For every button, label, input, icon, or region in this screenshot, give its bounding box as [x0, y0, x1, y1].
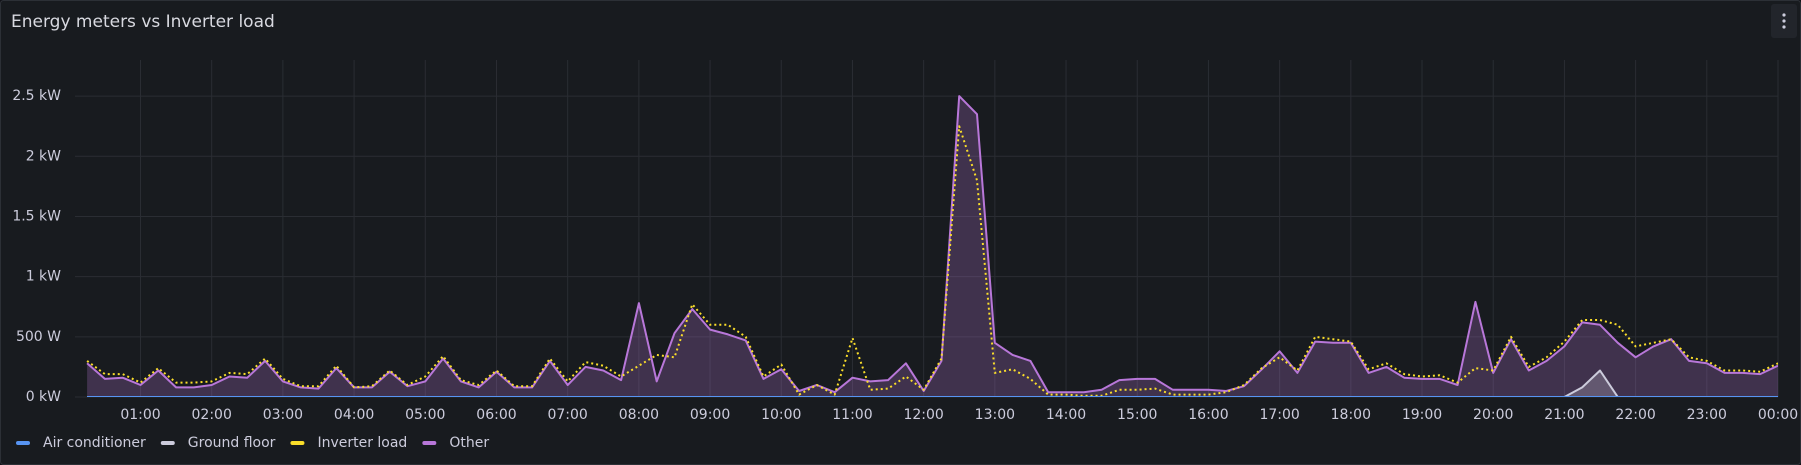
legend-label: Ground floor	[188, 435, 276, 451]
legend-label: Other	[449, 435, 489, 451]
y-tick-label: 2.5 kW	[12, 88, 61, 104]
x-tick-label: 09:00	[690, 407, 730, 423]
legend-label: Air conditioner	[43, 435, 146, 451]
x-tick-label: 08:00	[619, 407, 659, 423]
x-tick-label: 16:00	[1188, 407, 1228, 423]
x-tick-label: 11:00	[832, 407, 872, 423]
y-tick-label: 1.5 kW	[12, 208, 61, 224]
legend-swatch	[422, 441, 437, 445]
x-tick-label: 12:00	[903, 407, 943, 423]
x-tick-label: 19:00	[1402, 407, 1442, 423]
x-tick-label: 03:00	[263, 407, 303, 423]
y-tick-label: 1 kW	[26, 269, 61, 285]
x-tick-label: 23:00	[1687, 407, 1727, 423]
plot-area	[86, 95, 1778, 397]
y-tick-label: 2 kW	[26, 148, 61, 164]
menu-icon	[1782, 13, 1786, 29]
x-tick-label: 15:00	[1117, 407, 1157, 423]
legend-swatch	[290, 441, 305, 445]
x-tick-label: 02:00	[192, 407, 232, 423]
x-tick-label: 21:00	[1544, 407, 1584, 423]
area	[87, 370, 1778, 397]
x-tick-label: 05:00	[405, 407, 445, 423]
x-tick-label: 04:00	[334, 407, 374, 423]
x-tick-label: 20:00	[1473, 407, 1513, 423]
x-tick-label: 17:00	[1259, 407, 1299, 423]
line	[86, 125, 1778, 397]
x-tick-label: 13:00	[975, 407, 1015, 423]
chart-title: Energy meters vs Inverter load	[11, 12, 275, 32]
legend-swatch	[160, 441, 175, 445]
x-tick-label: 18:00	[1331, 407, 1371, 423]
x-tick-label: 14:00	[1046, 407, 1086, 423]
x-tick-label: 01:00	[120, 407, 160, 423]
x-tick-label: 07:00	[547, 407, 587, 423]
x-tick-label: 10:00	[761, 407, 801, 423]
area	[87, 96, 1778, 397]
y-tick-label: 0 kW	[26, 389, 61, 405]
x-tick-label: 06:00	[476, 407, 516, 423]
legend-label: Inverter load	[317, 435, 407, 451]
x-tick-label: 22:00	[1615, 407, 1655, 423]
x-tick-label: 00:00	[1758, 407, 1798, 423]
legend-swatch	[16, 441, 30, 445]
y-tick-label: 500 W	[16, 329, 61, 345]
